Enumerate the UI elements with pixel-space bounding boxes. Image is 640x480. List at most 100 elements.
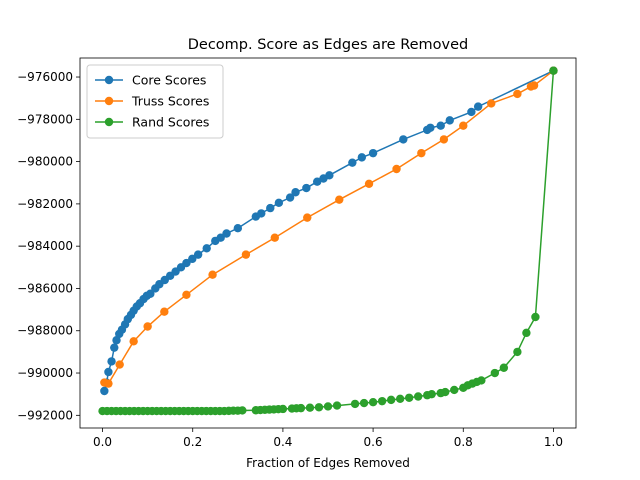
- data-point: [305, 403, 315, 412]
- data-point: [233, 224, 243, 233]
- data-point: [404, 393, 414, 402]
- data-point: [377, 396, 387, 406]
- y-tick-label: −990000: [17, 366, 73, 380]
- y-tick-label: −986000: [17, 281, 73, 295]
- data-point: [499, 363, 509, 372]
- y-tick-label: −980000: [17, 155, 73, 169]
- legend-entry: Truss Scores: [95, 94, 209, 109]
- chart-title: Decomp. Score as Edges are Removed: [188, 37, 469, 53]
- data-point: [270, 233, 279, 242]
- series-2: [98, 66, 558, 416]
- data-point: [487, 99, 496, 108]
- y-tick-label: −976000: [17, 70, 73, 84]
- data-point: [208, 270, 217, 279]
- legend-label: Truss Scores: [131, 94, 209, 109]
- axes-layer: 0.0 0.2 0.4 0.6 0.8 1.0 −992000 −990000 −988000 −…: [17, 57, 577, 449]
- series-0: [100, 66, 558, 396]
- data-point: [188, 254, 197, 264]
- data-point: [110, 343, 119, 352]
- legend-marker: [104, 117, 114, 127]
- x-tick-label: 0.0: [93, 435, 112, 449]
- data-point: [513, 347, 522, 357]
- data-point: [368, 398, 378, 407]
- data-point: [257, 209, 266, 218]
- data-point: [160, 307, 169, 316]
- x-tick-label: 0.6: [364, 435, 383, 449]
- series-line: [104, 70, 554, 385]
- data-point: [216, 233, 225, 242]
- data-point: [238, 406, 247, 415]
- legend: Core Scores Truss Scores Rand Scores: [86, 64, 224, 139]
- data-point: [348, 158, 357, 167]
- data-point: [531, 312, 540, 322]
- legend-label: Rand Scores: [132, 115, 209, 130]
- data-point: [325, 171, 334, 180]
- data-point: [445, 116, 454, 125]
- data-point: [296, 403, 306, 413]
- data-point: [222, 229, 231, 238]
- data-point: [193, 250, 203, 259]
- data-point: [291, 188, 300, 197]
- data-point: [274, 198, 284, 208]
- y-tick-label: −982000: [17, 197, 73, 211]
- y-tick-label: −984000: [17, 239, 73, 253]
- x-tick-label: 0.2: [183, 435, 202, 449]
- series-1: [100, 66, 558, 388]
- data-point: [490, 368, 500, 378]
- data-point: [100, 386, 109, 396]
- legend-entry: Rand Scores: [95, 115, 209, 130]
- data-point: [129, 337, 138, 346]
- data-point: [335, 195, 344, 204]
- data-point: [107, 357, 116, 366]
- data-point: [182, 258, 191, 268]
- data-point: [439, 135, 449, 144]
- data-point: [285, 193, 295, 202]
- data-point: [302, 183, 311, 193]
- x-axis-label: Fraction of Edges Removed: [246, 456, 410, 470]
- data-point: [459, 121, 468, 130]
- y-tick-label: −988000: [17, 324, 73, 338]
- data-point: [182, 290, 191, 299]
- data-point: [112, 336, 121, 345]
- data-point: [413, 392, 423, 401]
- data-point: [399, 135, 408, 144]
- data-point: [314, 403, 324, 412]
- y-tick-label: −978000: [17, 112, 73, 126]
- data-point: [359, 398, 369, 408]
- data-point: [115, 360, 124, 369]
- plot-frame: [79, 57, 577, 429]
- data-point: [529, 81, 539, 90]
- x-tick-label: 1.0: [544, 435, 563, 449]
- data-point: [104, 379, 113, 388]
- data-point: [364, 179, 374, 188]
- x-tick-label: 0.8: [454, 435, 473, 449]
- data-point: [104, 367, 113, 377]
- legend-marker: [104, 96, 114, 106]
- data-point: [386, 395, 396, 405]
- legend-marker: [104, 75, 114, 85]
- data-point: [426, 123, 435, 132]
- data-point: [357, 153, 367, 162]
- data-point: [450, 385, 459, 395]
- data-point: [266, 203, 275, 213]
- data-point: [350, 399, 360, 409]
- data-point: [395, 394, 405, 404]
- data-point: [513, 89, 522, 99]
- data-point: [441, 387, 450, 397]
- legend-entry: Core Scores: [95, 73, 206, 88]
- data-point: [323, 402, 333, 411]
- y-tick-label: −992000: [17, 408, 73, 422]
- data-point: [278, 404, 288, 414]
- x-tick-label: 0.4: [273, 435, 292, 449]
- data-point: [427, 389, 436, 399]
- legend-box: [86, 64, 224, 139]
- data-point: [467, 107, 476, 117]
- data-point: [332, 401, 342, 410]
- series-layer: [98, 66, 558, 416]
- data-point: [312, 177, 322, 186]
- data-point: [146, 289, 155, 298]
- data-point: [202, 244, 211, 253]
- legend-label: Core Scores: [132, 73, 206, 88]
- data-point: [549, 66, 558, 75]
